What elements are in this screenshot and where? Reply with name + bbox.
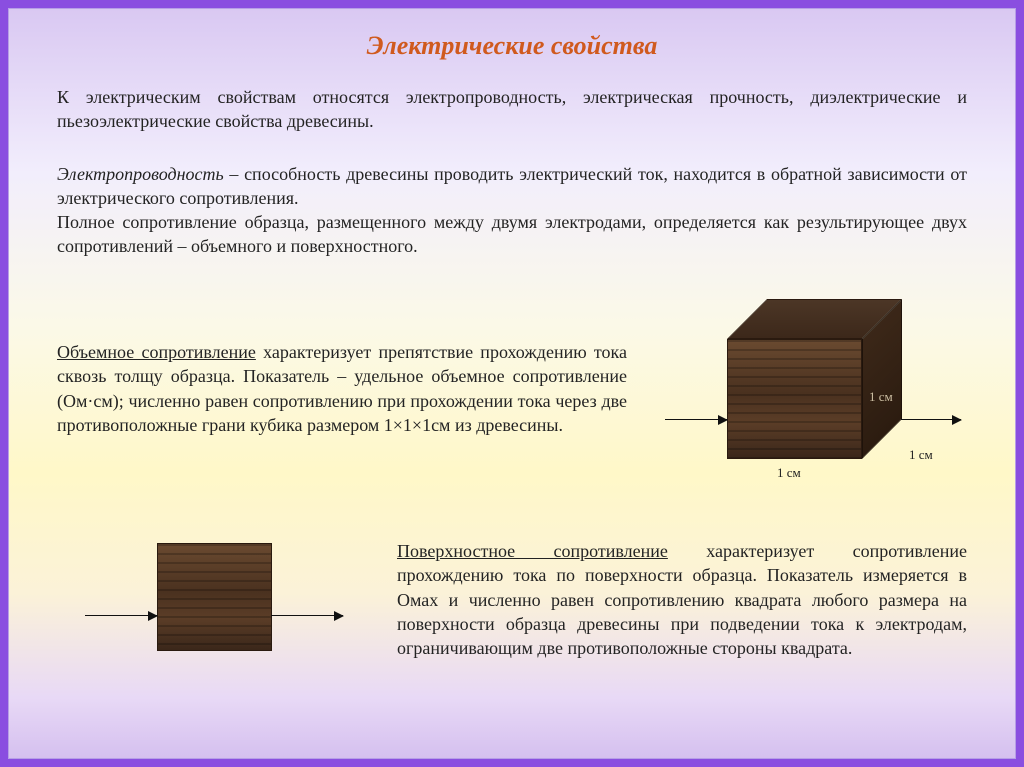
flat-arrow-in-icon	[85, 615, 157, 616]
cube-label-side: 1 см	[869, 389, 893, 405]
intro-paragraph: К электрическим свойствам относятся элек…	[57, 85, 967, 134]
cube-front-face	[727, 339, 862, 459]
square-diagram	[57, 525, 367, 675]
cube-arrow-out-icon	[901, 419, 961, 420]
conductivity-term: Электропроводность	[57, 164, 224, 184]
volume-text: Объемное сопротивление характеризует пре…	[57, 340, 627, 437]
cube-label-bottom: 1 см	[777, 465, 801, 481]
slide-title: Электрические свойства	[9, 31, 1015, 61]
cube-arrow-in-icon	[665, 419, 727, 420]
flat-square-face	[157, 543, 272, 651]
flat-arrow-out-icon	[271, 615, 343, 616]
conductivity-paragraph: Электропроводность – способность древеси…	[57, 162, 967, 259]
slide: Электрические свойства К электрическим с…	[8, 8, 1016, 759]
conductivity-line2: Полное сопротивление образца, размещенно…	[57, 212, 967, 256]
surface-text: Поверхностное сопротивление характеризуе…	[397, 539, 967, 660]
cube-diagram: 1 см 1 см 1 см	[657, 289, 967, 489]
cube-label-right: 1 см	[909, 447, 933, 463]
surface-term: Поверхностное сопротивление	[397, 541, 668, 561]
volume-row: Объемное сопротивление характеризует пре…	[57, 289, 967, 489]
surface-row: Поверхностное сопротивление характеризуе…	[57, 525, 967, 675]
volume-term: Объемное сопротивление	[57, 342, 256, 362]
